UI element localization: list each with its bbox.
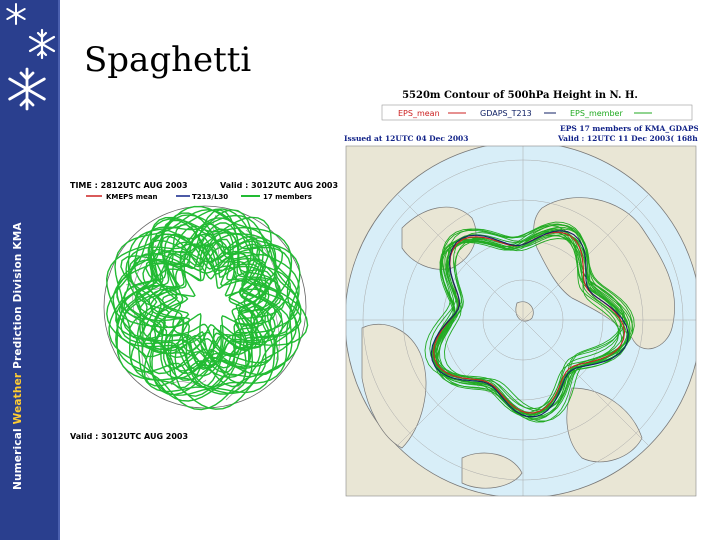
right-legend-members: EPS_member	[570, 109, 623, 118]
right-map-land	[361, 197, 676, 489]
left-bottom-valid-label: Valid : 3012UTC AUG 2003	[70, 432, 188, 441]
slide-title: Spaghetti	[84, 40, 252, 80]
member-contour	[106, 214, 299, 396]
right-spaghetti-map: 5520m Contour of 500hPa Height in N. H. …	[342, 88, 701, 500]
left-valid-label: Valid : 3012UTC AUG 2003	[220, 181, 338, 190]
member-contour	[116, 216, 309, 388]
member-contour	[436, 229, 631, 423]
member-contour	[108, 208, 300, 402]
member-contour	[120, 223, 286, 389]
member-contour	[118, 209, 291, 385]
member-contour	[151, 243, 267, 363]
right-legend-control: GDAPS_T213	[480, 109, 532, 118]
right-valid-label: Valid : 12UTC 11 Dec 2003( 168h)	[557, 134, 698, 143]
member-contour	[135, 241, 267, 379]
right-eps-label: EPS 17 members of KMA_GDAPS	[560, 124, 698, 133]
snowflake-icon	[6, 3, 26, 25]
member-contour	[437, 224, 635, 422]
snowflake-icon	[8, 67, 46, 111]
member-contour	[159, 246, 261, 355]
left-spaghetti-map: TIME : 2812UTC AUG 2003 Valid : 3012UTC …	[66, 175, 338, 445]
member-contour	[135, 235, 270, 371]
member-contour	[129, 233, 278, 390]
right-issued-label: Issued at 12UTC 04 Dec 2003	[344, 134, 468, 143]
member-contour	[125, 217, 279, 379]
left-spaghetti-lines	[105, 205, 309, 411]
member-contour	[116, 214, 298, 395]
left-time-label: TIME : 2812UTC AUG 2003	[70, 181, 188, 190]
left-legend-members: 17 members	[263, 193, 312, 201]
control-contour	[430, 230, 629, 418]
right-legend-mean: EPS_mean	[398, 109, 440, 118]
left-legend-control: T213/L30	[192, 193, 228, 201]
member-contour	[120, 233, 284, 377]
right-spaghetti-lines	[424, 221, 635, 423]
sidebar-organization-label: Numerical Weather Prediction Division KM…	[12, 222, 24, 490]
snowflake-icon	[28, 28, 56, 60]
right-map-header: 5520m Contour of 500hPa Height in N. H.	[402, 90, 638, 101]
member-contour	[138, 231, 262, 352]
member-contour	[432, 221, 633, 417]
left-legend-mean: KMEPS mean	[106, 193, 158, 201]
sidebar-divider	[58, 0, 60, 540]
member-contour	[105, 205, 301, 410]
member-contour	[123, 219, 302, 388]
member-contour	[114, 208, 301, 411]
